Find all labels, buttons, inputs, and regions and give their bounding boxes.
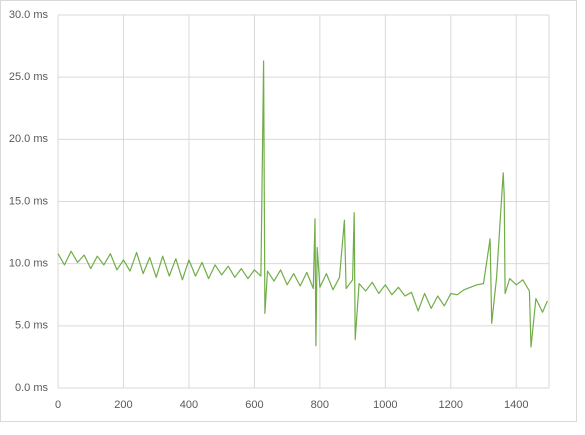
x-tick-label: 400 [180, 399, 198, 411]
x-tick-label: 200 [114, 399, 132, 411]
y-tick-label: 15.0 ms [9, 195, 49, 207]
y-tick-label: 25.0 ms [9, 71, 49, 83]
x-tick-label: 1200 [439, 399, 463, 411]
y-tick-label: 5.0 ms [15, 320, 49, 332]
data-line [57, 60, 548, 348]
y-tick-label: 30.0 ms [9, 9, 49, 21]
chart-border [0, 0, 577, 422]
y-tick-label: 20.0 ms [9, 133, 49, 145]
x-tick-label: 1000 [373, 399, 397, 411]
x-tick-label: 800 [311, 399, 329, 411]
y-tick-label: 0.0 ms [15, 382, 49, 394]
x-tick-label: 1400 [504, 399, 528, 411]
y-tick-label: 10.0 ms [9, 258, 49, 270]
x-tick-label: 0 [55, 399, 61, 411]
x-tick-label: 600 [245, 399, 263, 411]
